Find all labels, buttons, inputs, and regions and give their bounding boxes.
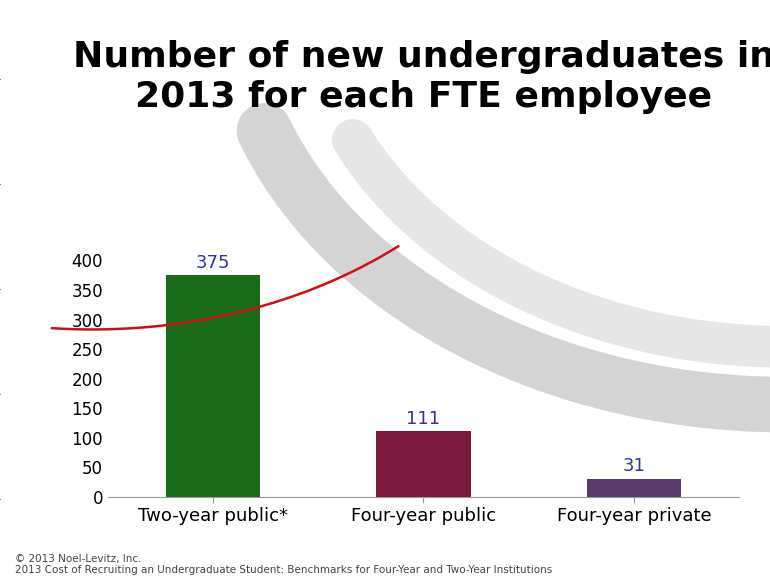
Text: 31: 31 bbox=[622, 457, 645, 475]
Bar bbox=[166, 275, 260, 497]
Text: 111: 111 bbox=[407, 410, 440, 428]
Text: Number of new undergraduates in
2013 for each FTE employee: Number of new undergraduates in 2013 for… bbox=[72, 40, 770, 114]
Text: © 2013 Noel-Levitz, Inc.
2013 Cost of Recruiting an Undergraduate Student: Bench: © 2013 Noel-Levitz, Inc. 2013 Cost of Re… bbox=[15, 554, 553, 575]
Bar bbox=[376, 431, 470, 497]
Text: 375: 375 bbox=[196, 254, 230, 272]
Bar bbox=[587, 479, 681, 497]
